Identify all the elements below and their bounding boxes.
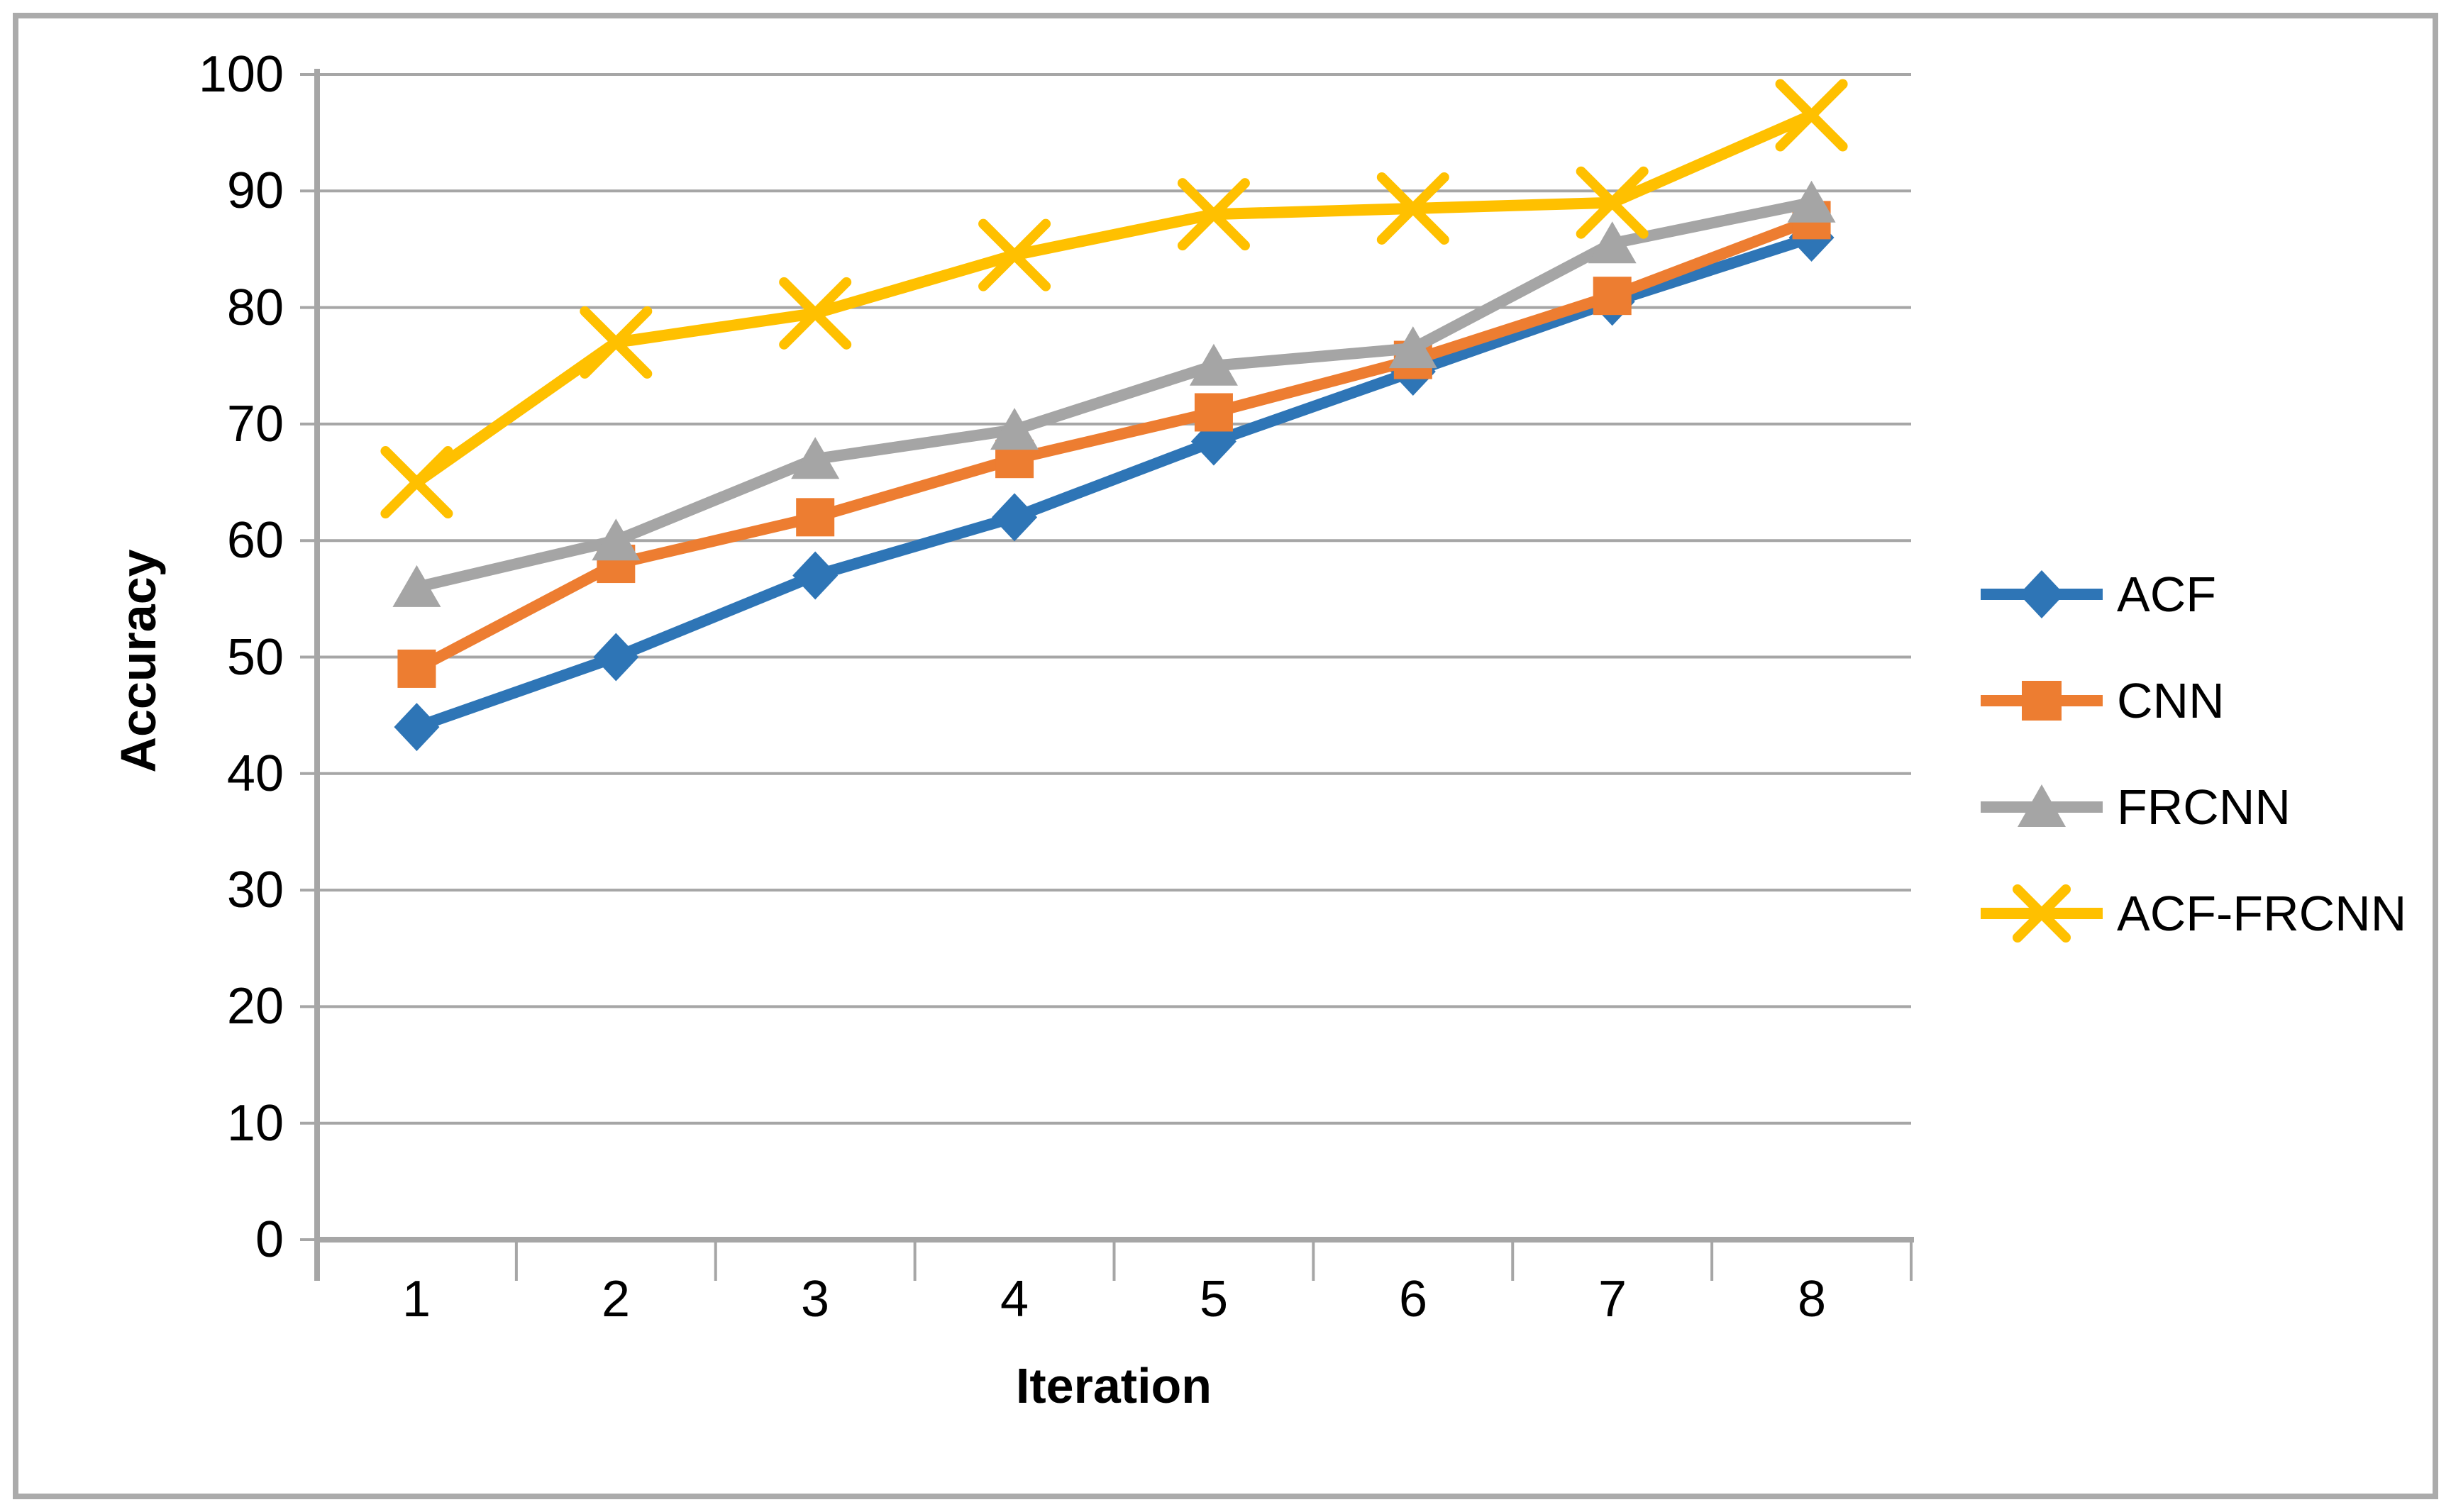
marker-ACF-3 [792,551,839,600]
marker-ACF-2 [593,633,639,682]
y-tick-label-100: 100 [198,46,284,103]
legend-entry-frcnn: FRCNN [1978,773,2406,841]
y-tick-label-80: 80 [226,279,284,336]
series-line-ACF [411,232,1817,733]
marker-ACF-FRCNN-5 [1177,178,1250,251]
legend-entry-cnn: CNN [1978,667,2406,735]
x-tick-label-5: 5 [1199,1271,1229,1328]
legend-key-diamond-icon [1981,570,2103,618]
marker-FRCNN-5 [1189,343,1238,386]
y-tick-label-70: 70 [226,396,284,452]
marker-CNN-1 [397,649,436,688]
y-tick-label-90: 90 [226,162,284,219]
marker-ACF-4 [992,493,1038,542]
legend: ACF CNN FRCNN ACF-FRCNN [1978,560,2406,947]
marker-FRCNN-2 [592,518,641,561]
x-tick-label-8: 8 [1797,1271,1827,1328]
marker-FRCNN-8 [1787,180,1836,223]
marker-ACF-FRCNN-1 [380,446,453,519]
legend-label: FRCNN [2117,779,2291,835]
legend-entry-acf-frcnn: ACF-FRCNN [1978,879,2406,947]
marker-CNN-5 [1194,393,1233,432]
marker-FRCNN-1 [392,565,441,607]
series-line-FRCNN [411,196,1817,593]
marker-CNN-7 [1593,277,1632,316]
marker-ACF-FRCNN-6 [1376,172,1449,245]
x-tick-label-2: 2 [601,1271,631,1328]
y-tick-label-0: 0 [255,1211,284,1268]
y-axis-title: Accuracy [111,549,166,773]
marker-FRCNN-3 [791,437,840,479]
series-line-ACF-FRCNN [411,109,1817,489]
x-tick-label-4: 4 [1000,1271,1029,1328]
marker-FRCNN-4 [990,408,1039,450]
marker-ACF-FRCNN-8 [1775,79,1848,152]
legend-label: ACF [2117,567,2216,622]
x-tick-label-1: 1 [402,1271,431,1328]
figure-border [13,13,2438,1499]
series-line-CNN [411,214,1817,674]
y-tick-label-40: 40 [226,745,284,802]
legend-key-triangle-icon [1981,784,2103,827]
x-axis-title: Iteration [1015,1358,1212,1413]
marker-FRCNN-7 [1588,221,1637,264]
legend-key-square-icon [1981,681,2103,721]
legend-label: CNN [2117,673,2225,728]
marker-ACF-1 [394,703,440,752]
marker-ACF-FRCNN-7 [1576,166,1649,239]
marker-ACF-FRCNN-3 [779,277,852,350]
x-tick-label-7: 7 [1598,1271,1627,1328]
marker-ACF-FRCNN-2 [580,306,653,379]
x-tick-label-6: 6 [1398,1271,1428,1328]
marker-CNN-3 [796,498,835,537]
y-tick-label-60: 60 [226,512,284,569]
legend-label: ACF-FRCNN [2117,886,2407,941]
y-tick-label-50: 50 [226,629,284,686]
y-tick-label-20: 20 [226,978,284,1035]
y-tick-label-10: 10 [226,1095,284,1152]
y-tick-label-30: 30 [226,862,284,918]
marker-ACF-FRCNN-4 [978,218,1051,291]
legend-key-x-icon [1981,884,2103,943]
x-tick-label-3: 3 [800,1271,830,1328]
legend-entry-acf: ACF [1978,560,2406,628]
marker-FRCNN-6 [1388,326,1437,369]
